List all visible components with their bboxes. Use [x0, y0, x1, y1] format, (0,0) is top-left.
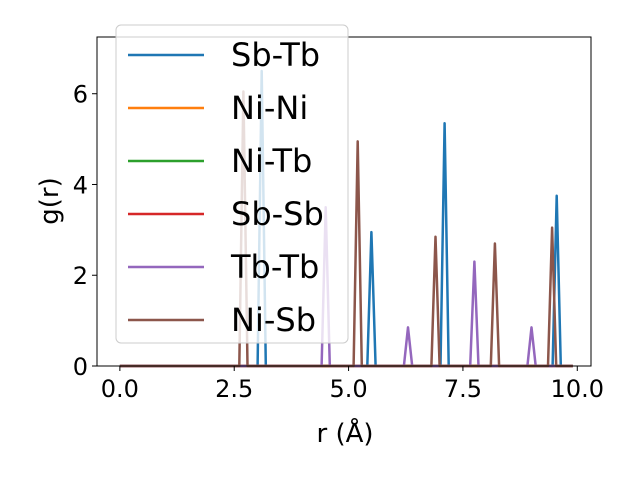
legend-label: Ni-Ni	[231, 89, 308, 127]
legend: Sb-Tb Ni-Ni Ni-Tb Sb-Sb Tb-Tb Ni-Sb	[115, 24, 349, 344]
y-tick-label: 2	[73, 262, 88, 290]
x-tick-label: 5.0	[329, 375, 367, 403]
x-tick-label: 2.5	[215, 375, 253, 403]
legend-label: Tb-Tb	[230, 248, 319, 286]
legend-label: Sb-Sb	[231, 195, 324, 233]
legend-label: Ni-Sb	[231, 301, 316, 339]
x-tick-label: 7.5	[444, 375, 482, 403]
axes: 0.0 2.5 5.0 7.5 10.0 0 2 4 6	[73, 36, 604, 403]
x-tick-label: 10.0	[551, 375, 604, 403]
legend-box	[115, 24, 349, 344]
x-tick-label: 0.0	[101, 375, 139, 403]
y-tick-label: 0	[73, 353, 88, 381]
y-tick-label: 4	[73, 171, 88, 199]
legend-label: Ni-Tb	[231, 142, 312, 180]
y-axis-label: g(r)	[35, 177, 65, 224]
x-axis-label: r (Å)	[316, 417, 373, 449]
legend-label: Sb-Tb	[231, 36, 320, 74]
y-tick-label: 6	[73, 81, 88, 109]
